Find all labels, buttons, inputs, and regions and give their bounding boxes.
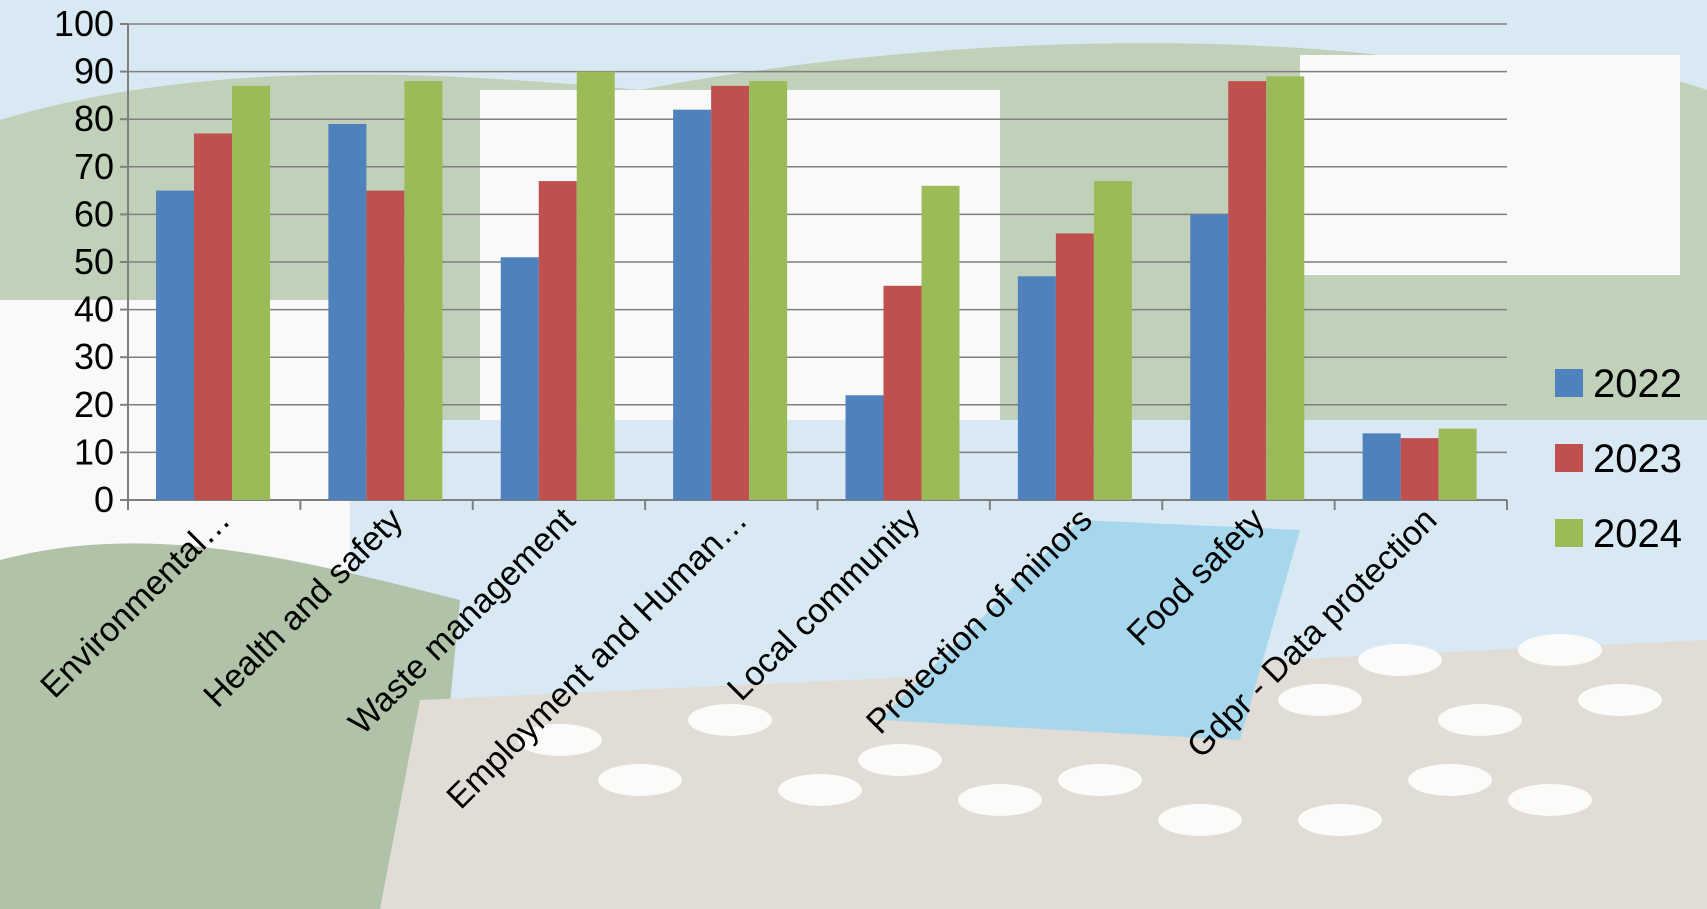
y-tick-label: 20 (74, 384, 114, 425)
y-tick-label: 90 (74, 51, 114, 92)
umbrella (1508, 784, 1592, 816)
y-tick-label: 10 (74, 431, 114, 472)
bar-2024-3 (749, 81, 788, 501)
umbrella (1438, 704, 1522, 736)
y-tick-label: 40 (74, 289, 114, 330)
bar-2024-4 (921, 185, 960, 500)
umbrella (1578, 684, 1662, 716)
legend-label-2022: 2022 (1593, 362, 1682, 406)
bar-2023-3 (711, 85, 750, 500)
y-tick-label: 70 (74, 146, 114, 187)
bar-2023-4 (883, 285, 922, 500)
legend-swatch-2023 (1555, 444, 1583, 472)
umbrella (688, 704, 772, 736)
umbrella (598, 764, 682, 796)
umbrella (1278, 684, 1362, 716)
bar-2024-5 (1093, 181, 1132, 500)
bar-2023-2 (538, 181, 577, 500)
umbrella (1058, 764, 1142, 796)
bar-2024-2 (576, 71, 615, 500)
bar-2022-4 (845, 395, 884, 500)
legend-swatch-2024 (1555, 519, 1583, 547)
bar-2023-1 (366, 190, 405, 500)
umbrella (858, 744, 942, 776)
y-tick-label: 60 (74, 193, 114, 234)
umbrella (1408, 764, 1492, 796)
bar-2023-0 (194, 133, 232, 501)
bar-2022-2 (500, 257, 539, 500)
y-tick-label: 30 (74, 336, 114, 377)
bar-2022-1 (328, 123, 367, 501)
legend-swatch-2022 (1555, 369, 1583, 397)
y-tick-label: 0 (94, 479, 114, 520)
bar-2022-6 (1190, 214, 1229, 500)
bar-2024-1 (404, 81, 443, 501)
garden (0, 543, 460, 909)
umbrella (778, 774, 862, 806)
umbrella (1518, 634, 1602, 666)
umbrella (1298, 804, 1382, 836)
bar-2023-5 (1055, 233, 1094, 500)
y-tick-label: 50 (74, 241, 114, 282)
bar-2024-7 (1438, 428, 1477, 500)
bar-2024-6 (1266, 76, 1305, 501)
umbrella (1358, 644, 1442, 676)
umbrella (1158, 804, 1242, 836)
umbrella (958, 784, 1042, 816)
legend-label-2023: 2023 (1593, 437, 1682, 481)
bars (156, 71, 1477, 501)
y-tick-label: 80 (74, 98, 114, 139)
umbrella (518, 724, 602, 756)
bar-2024-0 (232, 85, 270, 500)
legend: 2022 2023 2024 (1555, 362, 1682, 556)
bar-2022-7 (1362, 433, 1401, 500)
bar-2023-7 (1400, 438, 1439, 500)
bar-2022-3 (673, 109, 712, 501)
bar-2022-0 (156, 190, 194, 500)
swimming-pool (880, 520, 1300, 740)
bar-2022-5 (1017, 276, 1056, 500)
y-tick-label: 100 (54, 3, 114, 44)
legend-label-2024: 2024 (1593, 512, 1682, 556)
hotel-building-right (1300, 55, 1680, 275)
bar-2023-6 (1228, 81, 1267, 501)
